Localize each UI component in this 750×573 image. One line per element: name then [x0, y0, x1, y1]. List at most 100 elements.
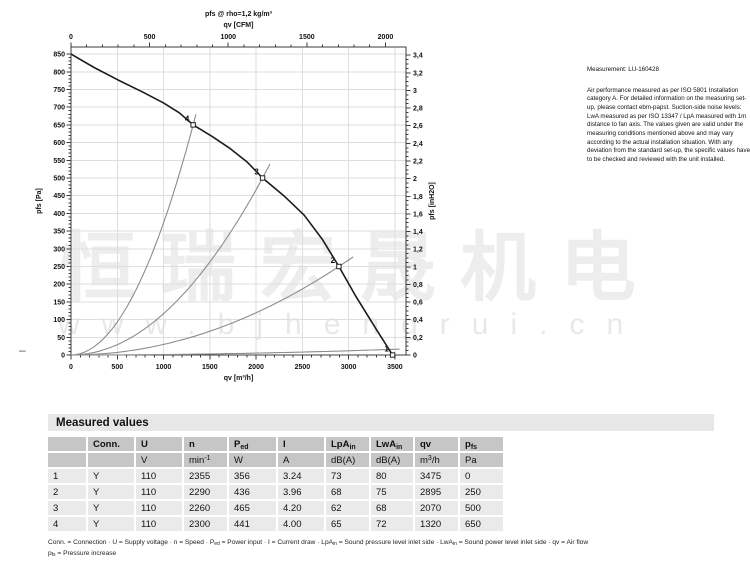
svg-text:500: 500: [53, 175, 65, 182]
cell-connection: Y: [88, 469, 134, 483]
svg-text:3000: 3000: [341, 364, 357, 371]
cell-power-input: 465: [229, 501, 276, 515]
column-header-current-draw: I: [278, 437, 324, 451]
fan-curve: [70, 53, 394, 356]
column-unit-row-number: [48, 453, 86, 467]
cell-sound-power: 72: [371, 517, 413, 531]
chart-grid: [71, 47, 406, 355]
cell-speed: 2260: [184, 501, 227, 515]
svg-text:0: 0: [69, 34, 73, 41]
cell-speed: 2355: [184, 469, 227, 483]
cell-row-number: 2: [48, 485, 86, 499]
svg-text:pfs [inH2O]: pfs [inH2O]: [429, 182, 436, 220]
cell-pressure: 0: [460, 469, 503, 483]
column-unit-supply-voltage: V: [136, 453, 182, 467]
svg-text:1,6: 1,6: [413, 211, 423, 218]
section-title-bar: Measured values: [48, 414, 714, 431]
cell-supply-voltage: 110: [136, 485, 182, 499]
svg-text:100: 100: [53, 317, 65, 324]
bottom-axis: 0 500 1000 1500 2000 2500 3000 3500 qv [m³/h]: [69, 355, 403, 382]
svg-text:2,4: 2,4: [413, 141, 423, 148]
svg-text:0,2: 0,2: [413, 335, 423, 342]
svg-text:3,4: 3,4: [413, 53, 423, 60]
svg-text:0: 0: [69, 364, 73, 371]
cell-current-draw: 4.00: [278, 517, 324, 531]
column-header-power-input: Ped: [229, 437, 276, 451]
column-unit-sound-pressure: dB(A): [326, 453, 369, 467]
operating-point-1: [389, 352, 396, 358]
svg-text:400: 400: [53, 211, 65, 218]
svg-text:300: 300: [53, 246, 65, 253]
svg-text:3500: 3500: [387, 364, 403, 371]
svg-text:750: 750: [53, 87, 65, 94]
svg-text:2,8: 2,8: [413, 106, 423, 113]
svg-text:1000: 1000: [156, 364, 172, 371]
cell-speed: 2300: [184, 517, 227, 531]
column-header-row-number: [48, 437, 86, 451]
svg-text:0: 0: [61, 353, 65, 360]
section-title: Measured values: [56, 416, 149, 429]
svg-text:2000: 2000: [378, 34, 394, 41]
left-margin-dash: –: [19, 343, 26, 357]
column-unit-speed: min-1: [184, 453, 227, 467]
cell-pressure: 500: [460, 501, 503, 515]
legend-line-1: Conn. = Connection · U = Supply voltage …: [48, 539, 589, 547]
cell-supply-voltage: 110: [136, 501, 182, 515]
column-header-speed: n: [184, 437, 227, 451]
svg-text:150: 150: [53, 299, 65, 306]
column-header-sound-power: LwAin: [371, 437, 413, 451]
cell-row-number: 4: [48, 517, 86, 531]
svg-text:1: 1: [384, 345, 389, 354]
svg-text:450: 450: [53, 193, 65, 200]
measurement-notes: Air performance measured as per ISO 5801…: [587, 86, 750, 164]
cell-air-flow: 2070: [415, 501, 458, 515]
cell-connection: Y: [88, 501, 134, 515]
operating-point-markers: 1 2 3 4: [185, 114, 396, 358]
table-row: 2 Y 110 2290 436 3.96 68 75 2895 250: [48, 485, 503, 499]
cell-supply-voltage: 110: [136, 517, 182, 531]
column-unit-connection: [88, 453, 134, 467]
cell-sound-pressure: 68: [326, 485, 369, 499]
cell-current-draw: 4.20: [278, 501, 324, 515]
cell-air-flow: 2895: [415, 485, 458, 499]
chart-frame: [70, 46, 407, 356]
column-header-supply-voltage: U: [136, 437, 182, 451]
column-unit-air-flow: m3/h: [415, 453, 458, 467]
resistance-curve-2: [71, 256, 354, 356]
column-header-connection: Conn.: [88, 437, 134, 451]
svg-text:600: 600: [53, 140, 65, 147]
operating-point-2: [336, 263, 342, 270]
table-row: 4 Y 110 2300 441 4.00 65 72 1320 650: [48, 517, 503, 531]
operating-point-4: [190, 122, 196, 128]
svg-text:2500: 2500: [295, 364, 311, 371]
column-header-pressure: pfs: [460, 437, 503, 451]
svg-text:3: 3: [254, 167, 259, 176]
svg-text:0: 0: [413, 353, 417, 360]
column-unit-pressure: Pa: [460, 453, 503, 467]
cell-supply-voltage: 110: [136, 469, 182, 483]
svg-text:0,8: 0,8: [413, 282, 423, 289]
svg-text:2: 2: [413, 176, 417, 183]
column-unit-power-input: W: [229, 453, 276, 467]
svg-text:250: 250: [53, 264, 65, 271]
cell-speed: 2290: [184, 485, 227, 499]
svg-text:200: 200: [53, 282, 65, 289]
cell-row-number: 3: [48, 501, 86, 515]
cell-sound-pressure: 65: [326, 517, 369, 531]
column-unit-current-draw: A: [278, 453, 324, 467]
svg-text:0,6: 0,6: [413, 300, 423, 307]
svg-text:550: 550: [53, 158, 65, 165]
svg-text:3,2: 3,2: [413, 70, 423, 77]
svg-text:1,2: 1,2: [413, 247, 423, 254]
column-unit-sound-power: dB(A): [371, 453, 413, 467]
cell-air-flow: 3475: [415, 469, 458, 483]
cell-sound-pressure: 62: [326, 501, 369, 515]
svg-text:500: 500: [144, 34, 156, 41]
right-axis: 0 0,2 0,4 0,6 0,8 1 1,2 1,4 1,6 1,8 2 2,2 2,4 2,6 2,8 3…: [406, 53, 436, 360]
svg-text:1500: 1500: [299, 34, 315, 41]
svg-text:350: 350: [53, 229, 65, 236]
svg-text:2,2: 2,2: [413, 158, 423, 165]
resistance-curve-1: [71, 348, 400, 356]
